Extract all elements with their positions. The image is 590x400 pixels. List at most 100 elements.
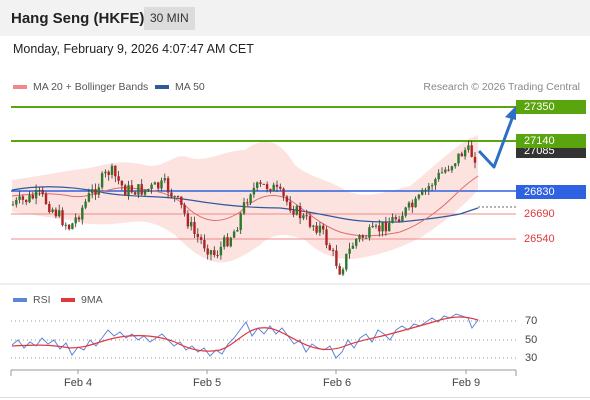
candle-body [358, 235, 361, 239]
rsi-line [11, 313, 479, 359]
candle-body [335, 250, 338, 266]
candle-body [454, 163, 457, 167]
candle-body [223, 237, 226, 247]
candle-body [160, 180, 163, 189]
candle-body [216, 255, 219, 257]
candle-body [407, 202, 411, 208]
bollinger-band [12, 135, 478, 263]
candle-body [11, 204, 15, 206]
candle-body [315, 225, 318, 233]
candle-body [470, 145, 473, 157]
rsi-legend: RSI [13, 294, 51, 306]
rsi-9ma-legend-label: 9MA [81, 294, 103, 306]
x-label-feb9: Feb 9 [452, 377, 481, 389]
candle-body [322, 225, 325, 230]
candle-body [473, 156, 477, 163]
candle-body [166, 178, 170, 193]
candle-body [331, 250, 335, 252]
candle-body [67, 224, 71, 230]
candle-body [348, 248, 351, 254]
candle-body [401, 215, 404, 222]
candle-body [430, 185, 434, 187]
candle-body [120, 180, 124, 186]
candle-body [84, 201, 87, 208]
candle-body [440, 172, 444, 174]
candle-body [338, 265, 341, 275]
candle-body [302, 215, 305, 219]
candle-body [81, 207, 84, 220]
x-label-feb4: Feb 4 [64, 377, 93, 389]
rsi-9ma-swatch [61, 298, 75, 303]
candle-body [229, 237, 232, 247]
candle-body [25, 199, 28, 203]
candle-body [289, 201, 292, 211]
candle-body [404, 207, 407, 216]
candle-body [196, 233, 199, 238]
timeframe-button[interactable]: 30 MIN [144, 7, 195, 30]
candle-body [325, 229, 328, 246]
candle-body [48, 204, 51, 213]
candle-body [355, 238, 358, 246]
legend-ma50-swatch [155, 85, 169, 90]
candle-body [345, 253, 348, 270]
candle-body [417, 194, 421, 199]
legend-ma50-label: MA 50 [175, 81, 205, 93]
candle-body [77, 217, 81, 220]
candle-body [163, 178, 166, 181]
candle-body [434, 179, 437, 186]
candle-body [117, 176, 120, 181]
candle-body [133, 192, 137, 195]
candle-body [414, 198, 417, 208]
candle-body [219, 246, 223, 256]
candle-body [74, 217, 77, 224]
candle-body [368, 227, 371, 238]
x-label-feb6: Feb 6 [323, 377, 352, 389]
candle-body [15, 199, 18, 205]
candle-body [460, 153, 463, 157]
candle-body [110, 165, 114, 175]
candle-body [38, 189, 41, 191]
candle-body [298, 206, 302, 219]
candle-body [411, 202, 414, 208]
candle-body [305, 215, 308, 217]
candle-body [124, 185, 127, 196]
candle-body [447, 169, 450, 171]
candle-body [341, 269, 345, 275]
candle-body [137, 184, 140, 195]
candle-body [249, 194, 252, 203]
candle-body [279, 186, 282, 189]
candle-body [173, 195, 176, 197]
copyright-text: Research © 2026 Trading Central [423, 81, 580, 93]
candle-body [31, 195, 34, 199]
arrow-up-icon [477, 106, 516, 169]
candle-body [262, 183, 265, 185]
candle-body [226, 237, 229, 247]
rsi-legend-label: RSI [33, 294, 51, 306]
candle-body [176, 195, 180, 197]
candle-body [463, 150, 467, 157]
candle-body [292, 210, 295, 215]
support1-label: 26690 [524, 208, 555, 220]
candle-body [312, 225, 315, 227]
candle-body [371, 225, 374, 228]
rsi-9ma-line [11, 316, 479, 352]
candle-body [94, 189, 97, 195]
candle-body [242, 202, 246, 214]
pivot-tag: 26830 [516, 185, 586, 199]
candle-body [272, 184, 275, 192]
candle-body [328, 245, 331, 251]
candle-body [34, 190, 38, 199]
candle-body [239, 213, 242, 231]
candle-body [364, 237, 368, 239]
candle-body [295, 206, 298, 215]
candle-body [388, 223, 391, 232]
candle-body [147, 189, 150, 191]
candle-body [190, 222, 193, 227]
candle-body [444, 169, 447, 173]
candle-body [351, 245, 355, 249]
candle-body [265, 184, 269, 190]
candle-body [58, 210, 61, 217]
legend-ma20-swatch [13, 85, 27, 90]
candle-body [275, 184, 279, 187]
